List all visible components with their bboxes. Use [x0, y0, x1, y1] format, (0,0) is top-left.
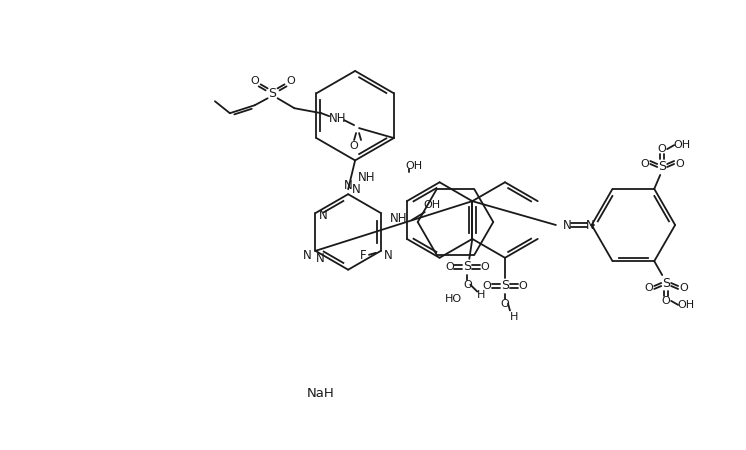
Text: O: O [640, 159, 649, 169]
Text: NH: NH [358, 171, 375, 184]
Text: HO: HO [445, 293, 463, 304]
Text: N: N [384, 249, 393, 262]
Text: N: N [344, 179, 353, 192]
Text: N: N [351, 183, 360, 196]
Text: O: O [481, 262, 489, 272]
Text: O: O [662, 296, 671, 306]
Text: NaH: NaH [307, 387, 334, 400]
Text: O: O [286, 76, 295, 86]
Text: OH: OH [423, 200, 440, 210]
Text: O: O [518, 281, 527, 291]
Text: S: S [269, 87, 277, 100]
Text: OH: OH [677, 300, 695, 310]
Text: S: S [662, 276, 670, 289]
Text: O: O [680, 283, 689, 293]
Text: N: N [586, 219, 595, 231]
Text: F: F [360, 249, 366, 262]
Text: N: N [316, 252, 325, 266]
Text: O: O [658, 144, 667, 154]
Text: N: N [562, 219, 571, 231]
Text: O: O [445, 262, 454, 272]
Text: O: O [501, 298, 510, 309]
Text: O: O [676, 159, 685, 169]
Text: OH: OH [405, 162, 422, 171]
Text: OH: OH [674, 140, 691, 150]
Text: N: N [304, 249, 312, 262]
Text: S: S [658, 161, 666, 174]
Text: O: O [350, 141, 359, 151]
Text: O: O [251, 76, 259, 86]
Text: NH: NH [390, 212, 407, 225]
Text: O: O [463, 279, 471, 290]
Text: O: O [483, 281, 492, 291]
Text: S: S [463, 260, 471, 273]
Text: NH: NH [328, 112, 346, 125]
Text: O: O [644, 283, 653, 293]
Text: H: H [477, 289, 486, 300]
Text: N: N [319, 208, 327, 221]
Text: H: H [510, 312, 518, 323]
Text: S: S [501, 279, 509, 292]
